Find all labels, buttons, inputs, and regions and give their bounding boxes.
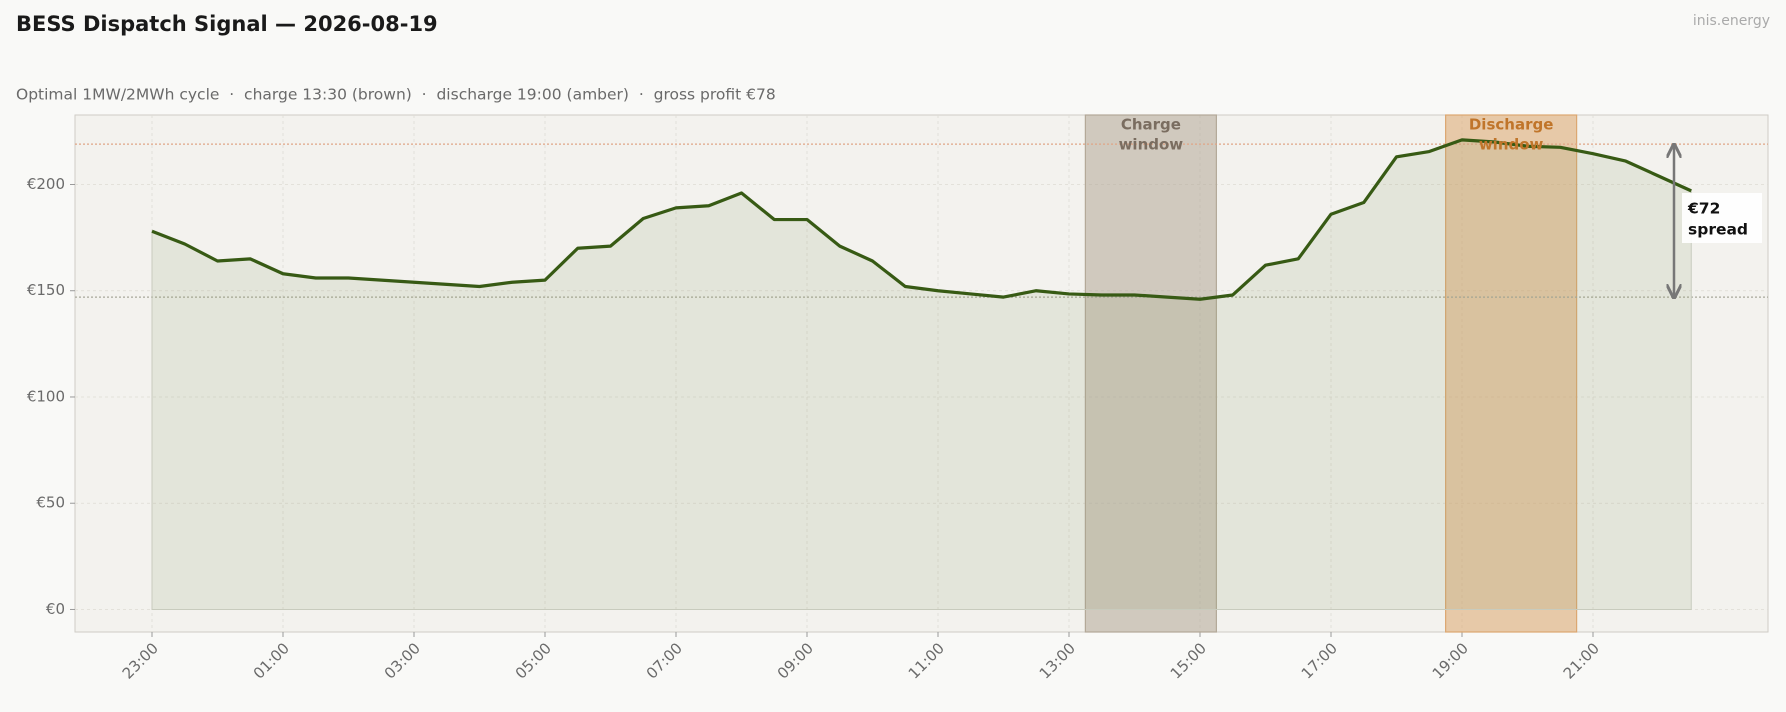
x-tick-label: 21:00 [1560,639,1603,682]
x-tick-label: 13:00 [1036,639,1079,682]
y-tick-label: €50 [36,494,65,512]
x-tick-label: 17:00 [1298,639,1341,682]
x-tick-label: 01:00 [250,639,293,682]
x-tick-label: 07:00 [643,639,686,682]
x-tick-label: 11:00 [905,639,948,682]
x-tick-label: 05:00 [512,639,555,682]
window-band [1084,114,1217,633]
window-band [1445,114,1578,633]
chart-title: BESS Dispatch Signal — 2026-08-19 [16,12,438,36]
x-tick-label: 03:00 [381,639,424,682]
window-label: Charge [1121,116,1181,134]
y-tick-label: €0 [46,600,65,618]
window-label: window [1119,136,1184,154]
y-tick-label: €200 [27,175,65,193]
x-tick-label: 23:00 [119,639,162,682]
spread-label: spread [1688,221,1748,239]
y-tick-label: €150 [27,281,65,299]
chart-subtitle: Optimal 1MW/2MWh cycle · charge 13:30 (b… [16,86,776,104]
window-label: Discharge [1469,116,1554,134]
x-tick-label: 09:00 [774,639,817,682]
x-tick-label: 19:00 [1429,639,1472,682]
price-line [151,138,1692,301]
x-tick-label: 15:00 [1167,639,1210,682]
watermark: inis.energy [1693,13,1770,29]
annotation-box [1682,193,1762,243]
spread-label: €72 [1687,200,1720,218]
y-tick-label: €100 [27,387,65,405]
window-label: window [1479,136,1544,154]
